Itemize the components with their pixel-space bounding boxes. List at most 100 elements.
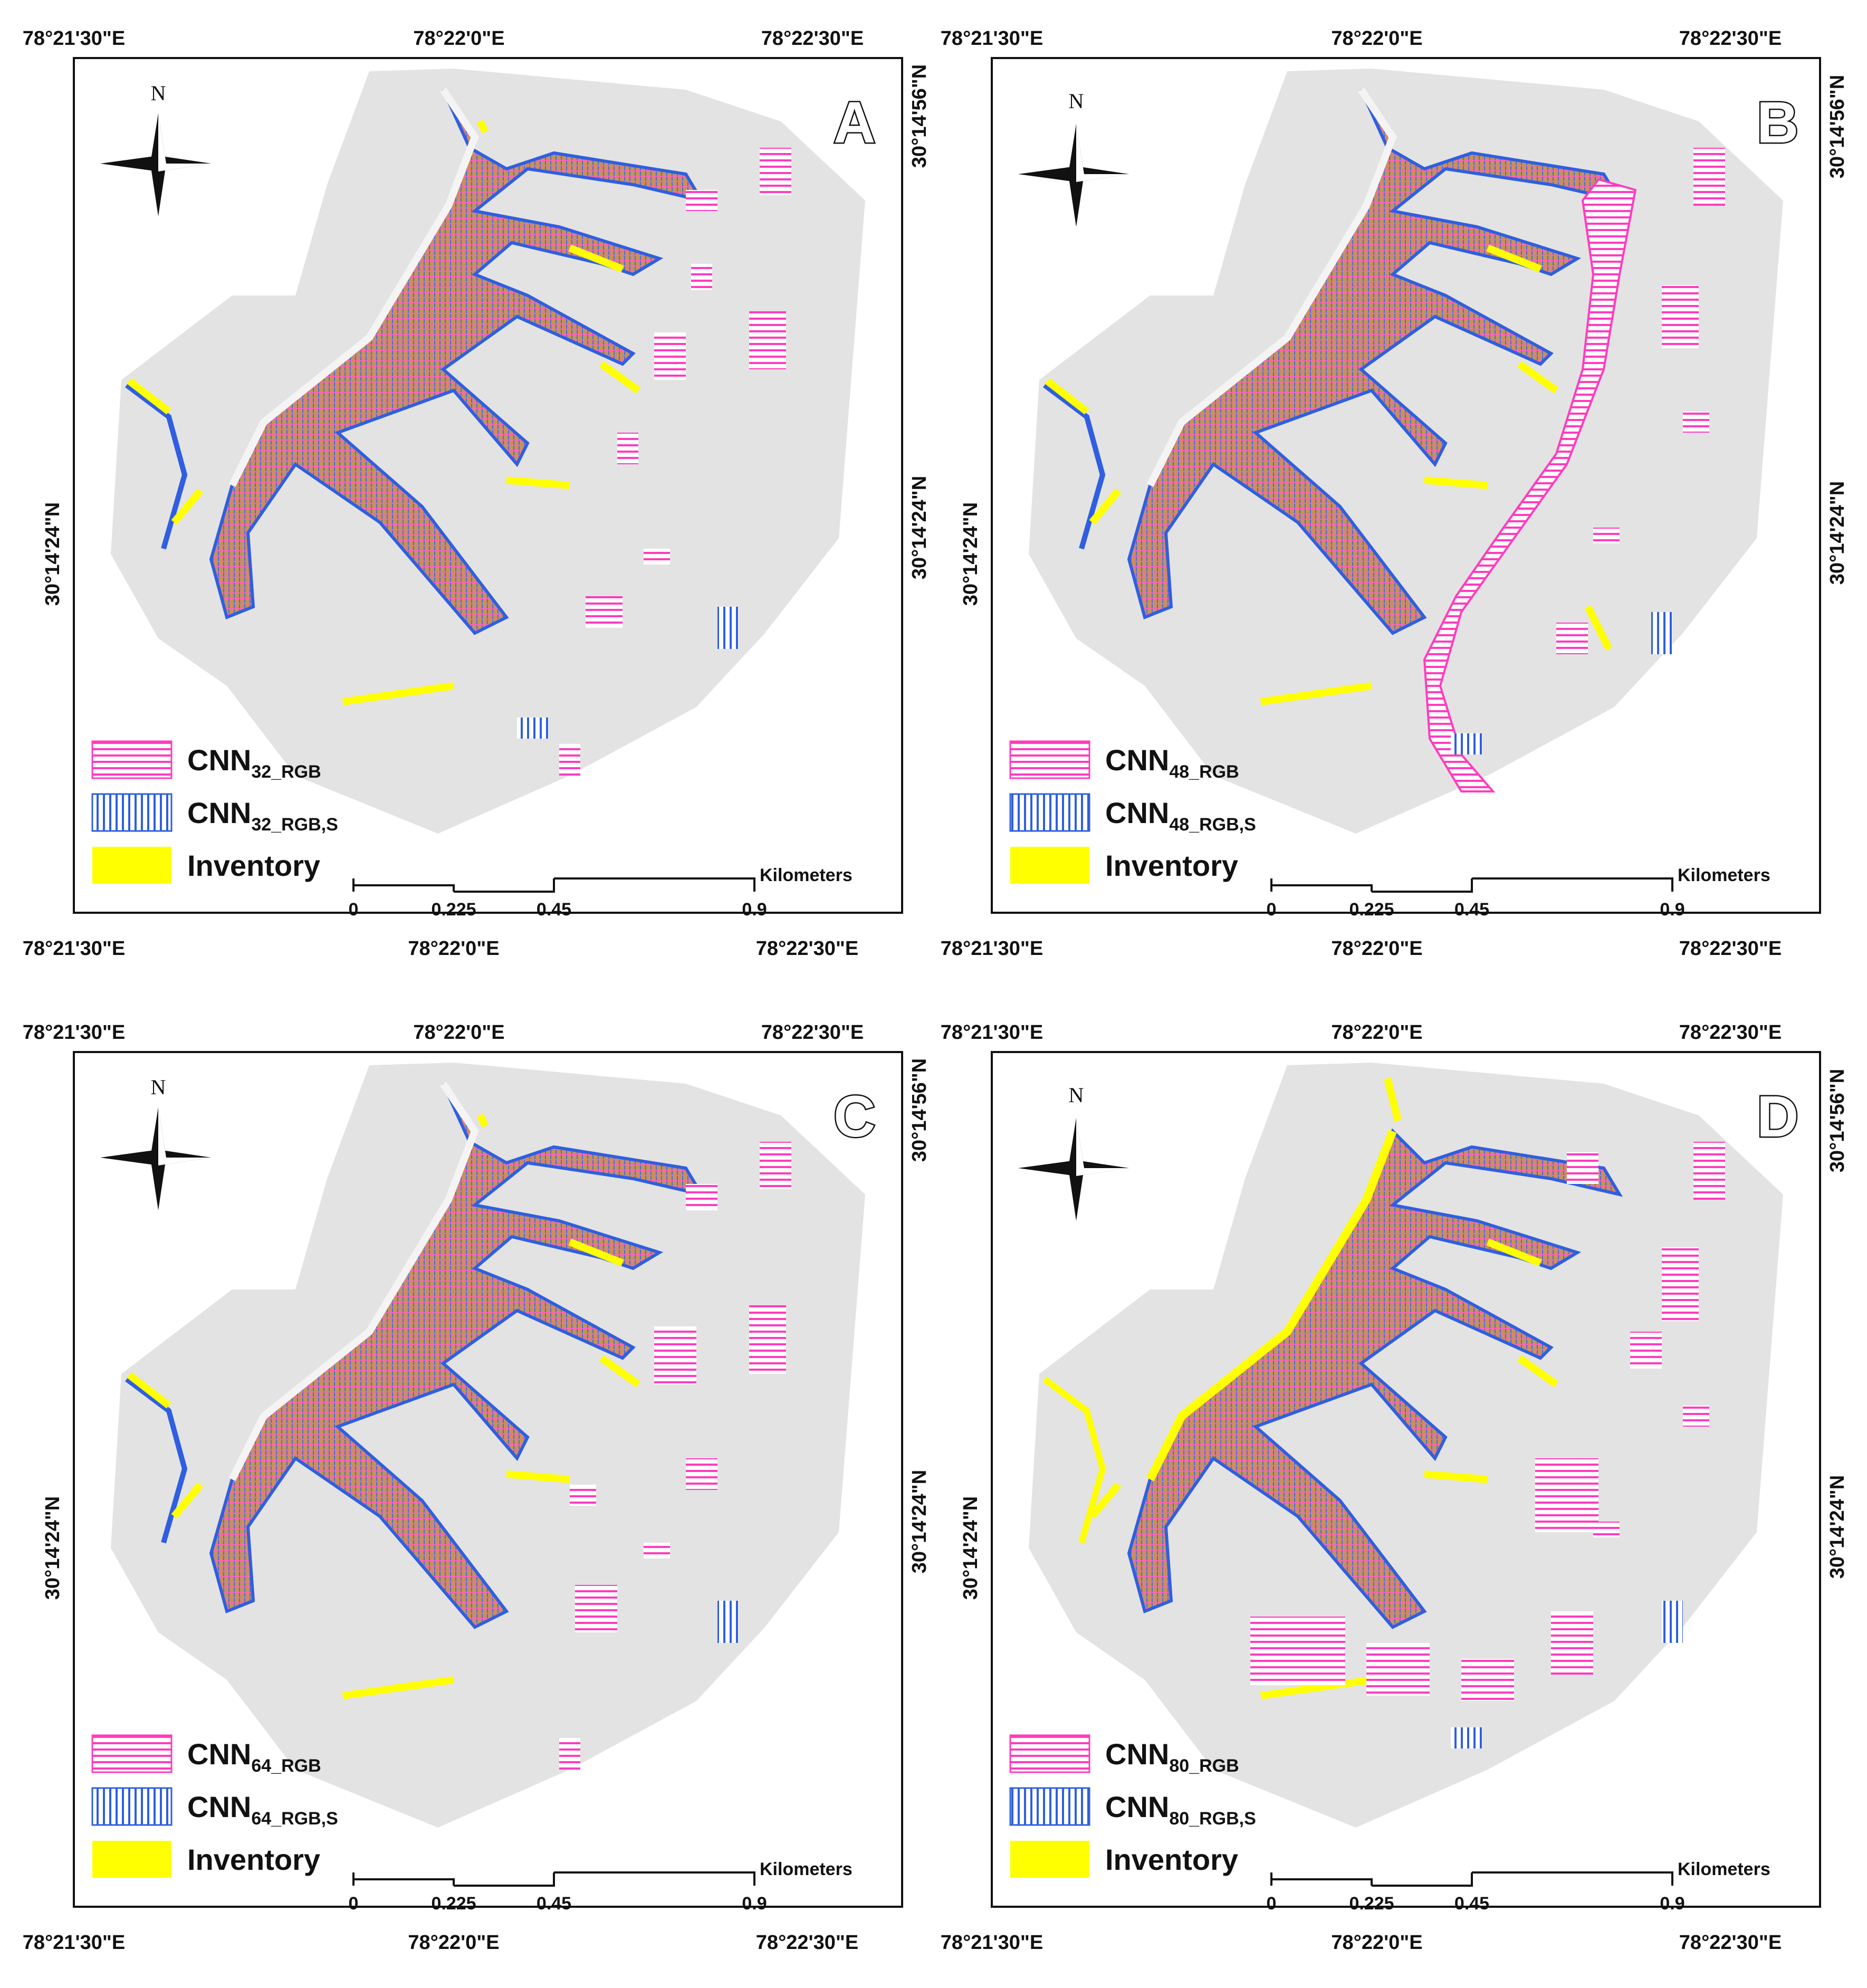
legend-swatch-inventory <box>92 1841 171 1878</box>
lat-label-left: 30°14'24"N <box>42 502 64 606</box>
lon-label-bottom-mid: 78°22'0"E <box>408 1932 499 1954</box>
legend-label-rgbs: CNN48_RGB,S <box>1105 796 1256 835</box>
lon-label-bottom-right: 78°22'30"E <box>1679 1932 1782 1954</box>
legend: CNN32_RGB CNN32_RGB,S Inventory <box>91 740 338 884</box>
panel-letter: B <box>1757 90 1798 155</box>
legend-swatch-inventory <box>1010 847 1089 884</box>
large-rgb-detection <box>1423 178 1637 792</box>
lon-label-bottom-right: 78°22'30"E <box>756 1932 858 1954</box>
legend-swatch-rgbs <box>1009 793 1090 832</box>
scattered-detections <box>1250 1142 1725 1748</box>
legend-swatch-rgbs <box>91 1787 173 1826</box>
north-label: N <box>1069 1083 1084 1107</box>
lat-label-left: 30°14'24"N <box>42 1496 64 1600</box>
scattered-detections <box>517 148 791 776</box>
lat-label-right-top: 30°14'56"N <box>908 64 931 168</box>
lon-label-top-right: 78°22'30"E <box>1679 1021 1782 1044</box>
scale-tick-0: 0 <box>349 1894 359 1914</box>
scale-unit: Kilometers <box>760 865 853 885</box>
detected-debris-flows <box>125 1082 705 1629</box>
lon-label-bottom-right: 78°22'30"E <box>1679 938 1782 960</box>
legend: CNN48_RGB CNN48_RGB,S Inventory <box>1009 740 1256 884</box>
lon-label-top-mid: 78°22'0"E <box>413 1021 504 1044</box>
map-d-svg: N D 78°21'30"E 78°22'0"E 78°22'30"E 78°2… <box>941 1021 1849 1954</box>
lat-label-right-mid: 30°14'24"N <box>908 1470 931 1574</box>
map-panel-d: N D 78°21'30"E 78°22'0"E 78°22'30"E 78°2… <box>934 994 1867 1988</box>
scattered-detections <box>1451 148 1725 754</box>
scale-unit: Kilometers <box>1678 865 1770 885</box>
lon-label-top-left: 78°21'30"E <box>941 27 1043 50</box>
scale-bar: Kilometers 0 0.225 0.45 0.9 <box>349 1859 853 1914</box>
scale-tick-1: 0.225 <box>431 1894 476 1914</box>
scale-tick-0: 0 <box>1267 1894 1277 1914</box>
detected-debris-flows <box>1042 1128 1623 1629</box>
north-arrow: N <box>100 81 211 216</box>
legend-swatch-rgb <box>91 1734 173 1773</box>
legend-swatch-rgb <box>91 740 173 779</box>
scale-tick-3: 0.9 <box>1660 1894 1684 1914</box>
lon-label-top-right: 78°22'30"E <box>761 27 864 50</box>
map-a-svg: N A 78°21'30"E 78°22'0"E 78°22'30"E 78°2… <box>23 27 931 960</box>
scale-tick-2: 0.45 <box>1454 1894 1489 1914</box>
lon-label-top-right: 78°22'30"E <box>1679 27 1782 50</box>
scale-tick-1: 0.225 <box>431 900 476 920</box>
legend-swatch-rgbs <box>91 793 173 832</box>
lon-label-top-mid: 78°22'0"E <box>413 27 504 50</box>
map-panel-c: N C 78°21'30"E 78°22'0"E 78°22'30"E 78°2… <box>0 994 934 1988</box>
lat-label-left: 30°14'24"N <box>960 1496 982 1600</box>
scale-tick-0: 0 <box>349 900 359 920</box>
lon-label-top-mid: 78°22'0"E <box>1331 27 1422 50</box>
panel-letter: A <box>834 90 875 155</box>
lon-label-bottom-mid: 78°22'0"E <box>1331 938 1422 960</box>
north-arrow: N <box>1018 89 1129 227</box>
scale-tick-2: 0.45 <box>1454 900 1489 920</box>
legend-swatch-rgb <box>1009 740 1090 779</box>
scale-unit: Kilometers <box>760 1859 853 1879</box>
scattered-detections <box>559 1142 791 1770</box>
lat-label-right-top: 30°14'56"N <box>1826 1069 1849 1173</box>
legend-label-inventory: Inventory <box>187 849 320 882</box>
north-arrow: N <box>100 1075 211 1210</box>
lon-label-bottom-left: 78°21'30"E <box>23 938 125 960</box>
map-panel-b: N B 78°21'30"E 78°22'0"E 78°22'30"E 78°2… <box>934 0 1867 994</box>
legend-label-inventory: Inventory <box>187 1843 320 1876</box>
legend-label-rgbs: CNN64_RGB,S <box>187 1790 338 1829</box>
legend-label-inventory: Inventory <box>1105 849 1238 882</box>
scale-tick-3: 0.9 <box>742 1894 767 1914</box>
legend-label-rgb: CNN32_RGB <box>187 743 321 782</box>
legend-swatch-inventory <box>1010 1841 1089 1878</box>
panel-letter: C <box>834 1084 875 1149</box>
scale-bar: Kilometers 0 0.225 0.45 0.9 <box>1267 1859 1770 1914</box>
scale-tick-3: 0.9 <box>1660 900 1684 920</box>
lon-label-bottom-mid: 78°22'0"E <box>1331 1932 1422 1954</box>
legend-label-rgb: CNN64_RGB <box>187 1737 321 1776</box>
lon-label-bottom-left: 78°21'30"E <box>23 1932 125 1954</box>
map-b-svg: N B 78°21'30"E 78°22'0"E 78°22'30"E 78°2… <box>941 27 1849 960</box>
lon-label-top-right: 78°22'30"E <box>761 1021 864 1044</box>
north-arrow: N <box>1018 1083 1129 1221</box>
lon-label-bottom-right: 78°22'30"E <box>756 938 858 960</box>
scale-tick-3: 0.9 <box>742 900 767 920</box>
north-label: N <box>151 81 166 105</box>
scale-tick-0: 0 <box>1267 900 1277 920</box>
legend-label-inventory: Inventory <box>1105 1843 1238 1876</box>
inventory-areas <box>127 119 641 705</box>
lon-label-bottom-left: 78°21'30"E <box>941 938 1043 960</box>
panel-letter: D <box>1757 1084 1798 1149</box>
scale-tick-2: 0.45 <box>537 1894 571 1914</box>
lat-label-right-top: 30°14'56"N <box>1826 75 1849 179</box>
lat-label-right-top: 30°14'56"N <box>908 1058 931 1162</box>
study-area <box>1029 1063 1783 1828</box>
legend-label-rgb: CNN48_RGB <box>1105 743 1239 782</box>
legend: CNN64_RGB CNN64_RGB,S Inventory <box>91 1734 338 1878</box>
scale-tick-1: 0.225 <box>1349 900 1394 920</box>
scale-bar: Kilometers 0 0.225 0.45 0.9 <box>349 865 853 920</box>
lon-label-top-mid: 78°22'0"E <box>1331 1021 1422 1044</box>
study-area <box>111 1063 865 1828</box>
legend-swatch-rgb <box>1009 1734 1090 1773</box>
map-panel-a: N A 78°21'30"E 78°22'0"E 78°22'30"E 78°2… <box>0 0 934 994</box>
lon-label-bottom-left: 78°21'30"E <box>941 1932 1043 1954</box>
legend-label-rgbs: CNN80_RGB,S <box>1105 1790 1256 1829</box>
scale-tick-1: 0.225 <box>1349 1894 1394 1914</box>
legend-label-rgbs: CNN32_RGB,S <box>187 796 338 835</box>
